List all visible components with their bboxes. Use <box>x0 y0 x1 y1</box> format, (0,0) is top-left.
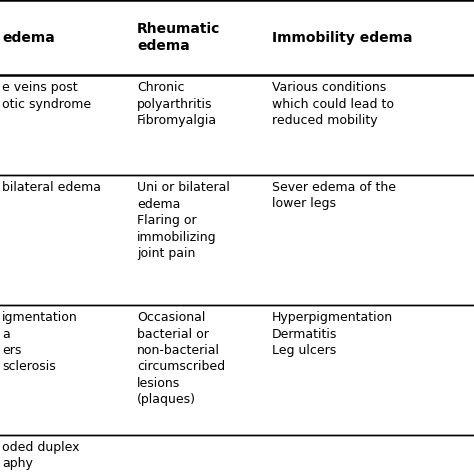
Text: Rheumatic
edema: Rheumatic edema <box>137 22 220 53</box>
Text: bilateral edema: bilateral edema <box>2 181 101 194</box>
Text: oded duplex
aphy: oded duplex aphy <box>2 441 80 471</box>
Text: e veins post
otic syndrome: e veins post otic syndrome <box>2 81 91 110</box>
Text: edema: edema <box>2 30 55 45</box>
Text: Various conditions
which could lead to
reduced mobility: Various conditions which could lead to r… <box>272 81 394 127</box>
Text: Occasional
bacterial or
non-bacterial
circumscribed
lesions
(plaques): Occasional bacterial or non-bacterial ci… <box>137 311 225 407</box>
Text: igmentation
a
ers
sclerosis: igmentation a ers sclerosis <box>2 311 78 374</box>
Text: Immobility edema: Immobility edema <box>272 30 412 45</box>
Text: Sever edema of the
lower legs: Sever edema of the lower legs <box>272 181 396 210</box>
Text: Hyperpigmentation
Dermatitis
Leg ulcers: Hyperpigmentation Dermatitis Leg ulcers <box>272 311 393 357</box>
Text: Chronic
polyarthritis
Fibromyalgia: Chronic polyarthritis Fibromyalgia <box>137 81 217 127</box>
Text: Uni or bilateral
edema
Flaring or
immobilizing
joint pain: Uni or bilateral edema Flaring or immobi… <box>137 181 230 260</box>
